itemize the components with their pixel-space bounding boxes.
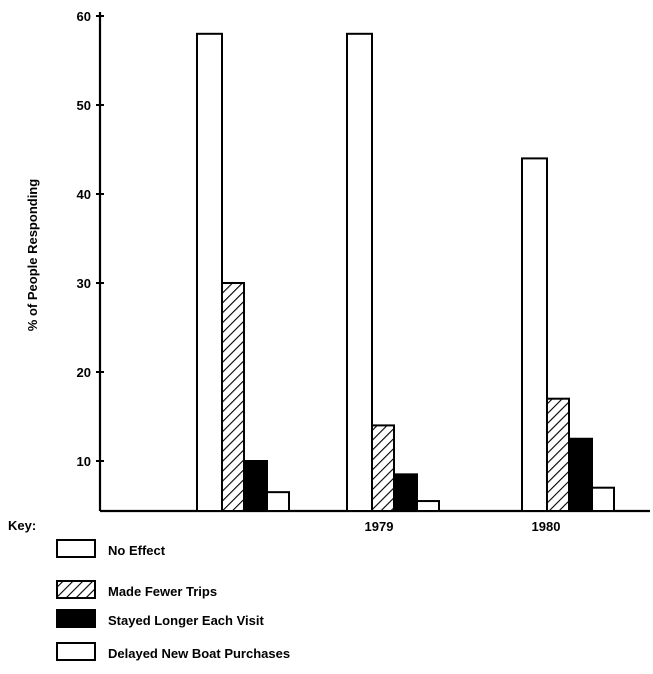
bar-1980-stayed-longer-each-visit [568,437,593,512]
legend-label: Stayed Longer Each Visit [108,613,264,628]
y-tick-label: 60 [77,9,91,24]
bar-1980-made-fewer-trips [546,397,570,513]
legend-swatch [56,539,96,558]
bar-1979-delayed-new-boat-purchases [416,500,440,512]
legend-swatch [56,642,96,661]
y-axis-label: % of People Responding [25,179,40,331]
legend-label: Delayed New Boat Purchases [108,646,290,661]
legend-swatch [56,580,96,599]
legend-label: Made Fewer Trips [108,584,217,599]
legend: Key: No Effect Made Fewer Trips Stayed Long… [8,518,290,661]
bar-group-1-delayed-new-boat-purchases [266,491,290,512]
bars [196,32,615,513]
y-tick-label: 40 [77,187,91,202]
bar-1980-no-effect [521,157,548,512]
bar-1979-stayed-longer-each-visit [393,473,418,513]
bar-1979-made-fewer-trips [371,424,395,512]
y-tick-label: 50 [77,98,91,113]
y-tick-label: 30 [77,276,91,291]
bar-1980-delayed-new-boat-purchases [591,486,615,513]
y-tick-label: 20 [77,365,91,380]
bar-group-1-made-fewer-trips [221,282,245,512]
legend-title: Key: [8,518,36,533]
category-label: 1979 [365,519,394,534]
category-label: 1980 [532,519,561,534]
y-tick-labels: 10 20 30 40 50 60 [77,9,91,469]
bar-group-1-no-effect [196,32,223,513]
bar-1979-no-effect [346,32,373,513]
legend-label: No Effect [108,543,166,558]
category-labels: 1979 1980 [365,519,561,534]
bar-group-1-stayed-longer-each-visit [243,460,268,512]
legend-swatch [56,609,96,628]
y-tick-label: 10 [77,454,91,469]
